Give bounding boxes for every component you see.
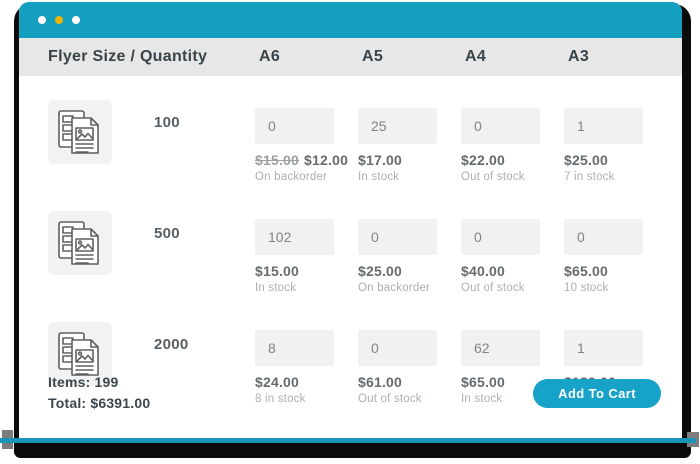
column-header-a3: A3 (568, 48, 590, 65)
cart-totals: Items: 199 Total: $6391.00 (48, 372, 150, 415)
flyer-icon-tile (48, 211, 112, 275)
price-line: $15.00 $12.00 (255, 152, 358, 168)
window-dot-1[interactable] (38, 16, 46, 24)
flyer-icon-tile (48, 322, 112, 386)
price: $25.00 (358, 263, 403, 279)
price-line: $22.00 (461, 152, 564, 168)
column-header-a5: A5 (362, 48, 384, 65)
price-line: $24.00 (255, 374, 358, 390)
price-line: $17.00 (358, 152, 461, 168)
quantity-label: 100 (154, 114, 180, 131)
quantity-input-500-a3[interactable] (564, 219, 643, 255)
cell-500-a4: $40.00 Out of stock (461, 211, 564, 294)
price: $15.00 (255, 263, 300, 279)
price-line: $25.00 (564, 152, 667, 168)
cell-100-a5: $17.00 In stock (358, 100, 461, 183)
window-dot-2[interactable] (55, 16, 63, 24)
price: $65.00 (461, 374, 506, 390)
table-body: 100 $15.00$12.00 On backorder $17.00 In … (19, 76, 682, 405)
price-line: $65.00 (461, 374, 564, 390)
quantity-input-500-a6[interactable] (255, 219, 334, 255)
old-price: $15.00 (255, 152, 300, 168)
window-titlebar (19, 2, 682, 38)
table-title: Flyer Size / Quantity (48, 48, 208, 65)
table-row-100: 100 $15.00$12.00 On backorder $17.00 In … (19, 100, 682, 183)
stock-status: 10 stock (564, 282, 609, 294)
price-line: $40.00 (461, 263, 564, 279)
cell-100-a3: $25.00 7 in stock (564, 100, 667, 183)
stock-status: On backorder (255, 171, 328, 183)
price: $22.00 (461, 152, 506, 168)
flyer-documents-icon (58, 332, 99, 376)
price: $17.00 (358, 152, 403, 168)
quantity-input-100-a4[interactable] (461, 108, 540, 144)
cell-2000-a6: $24.00 8 in stock (255, 322, 358, 405)
cell-100-a6: $15.00$12.00 On backorder (255, 100, 358, 183)
stock-status: 8 in stock (255, 393, 306, 405)
quantity-label: 2000 (154, 336, 189, 353)
quantity-input-2000-a6[interactable] (255, 330, 334, 366)
items-count: Items: 199 (48, 373, 119, 390)
quantity-label: 500 (154, 225, 180, 242)
stock-status: Out of stock (461, 282, 525, 294)
pricing-table-window: Flyer Size / Quantity A6 A5 A4 A3 (19, 2, 682, 442)
quantity-input-100-a3[interactable] (564, 108, 643, 144)
price: $40.00 (461, 263, 506, 279)
cell-500-a6: $15.00 In stock (255, 211, 358, 294)
cell-500-a3: $65.00 10 stock (564, 211, 667, 294)
add-to-cart-button[interactable]: Add To Cart (533, 378, 661, 408)
stock-status: Out of stock (358, 393, 422, 405)
column-header-a6: A6 (259, 48, 281, 65)
stock-status: In stock (255, 282, 297, 294)
stock-status: In stock (358, 171, 400, 183)
cell-2000-a5: $61.00 Out of stock (358, 322, 461, 405)
flyer-icon-tile (48, 100, 112, 164)
price: $61.00 (358, 374, 403, 390)
price-line: $25.00 (358, 263, 461, 279)
window-dot-3[interactable] (72, 16, 80, 24)
price-line: $65.00 (564, 263, 667, 279)
quantity-input-100-a5[interactable] (358, 108, 437, 144)
stock-status: 7 in stock (564, 171, 615, 183)
cart-footer: Items: 199 Total: $6391.00 Add To Cart (48, 372, 661, 415)
price-line: $15.00 (255, 263, 358, 279)
price: $65.00 (564, 263, 609, 279)
table-row-500: 500 $15.00 In stock $25.00 On backorder … (19, 211, 682, 294)
cell-2000-a4: $65.00 In stock (461, 322, 564, 405)
quantity-input-100-a6[interactable] (255, 108, 334, 144)
quantity-input-2000-a5[interactable] (358, 330, 437, 366)
quantity-input-2000-a4[interactable] (461, 330, 540, 366)
cell-500-a5: $25.00 On backorder (358, 211, 461, 294)
column-header-a4: A4 (465, 48, 487, 65)
price: $25.00 (564, 152, 609, 168)
table-header-row: Flyer Size / Quantity A6 A5 A4 A3 (19, 38, 682, 76)
flyer-documents-icon (58, 221, 99, 265)
price: $24.00 (255, 374, 300, 390)
stock-status: On backorder (358, 282, 431, 294)
flyer-documents-icon (58, 110, 99, 154)
stock-status: Out of stock (461, 171, 525, 183)
stock-status: In stock (461, 393, 503, 405)
quantity-input-2000-a3[interactable] (564, 330, 643, 366)
table-row-2000: 2000 $24.00 8 in stock $61.00 Out of sto… (19, 322, 682, 405)
total-amount: Total: $6391.00 (48, 395, 151, 412)
quantity-input-500-a4[interactable] (461, 219, 540, 255)
price: $12.00 (304, 152, 349, 168)
bottom-accent-bar (0, 438, 696, 443)
quantity-input-500-a5[interactable] (358, 219, 437, 255)
cell-100-a4: $22.00 Out of stock (461, 100, 564, 183)
price-line: $61.00 (358, 374, 461, 390)
